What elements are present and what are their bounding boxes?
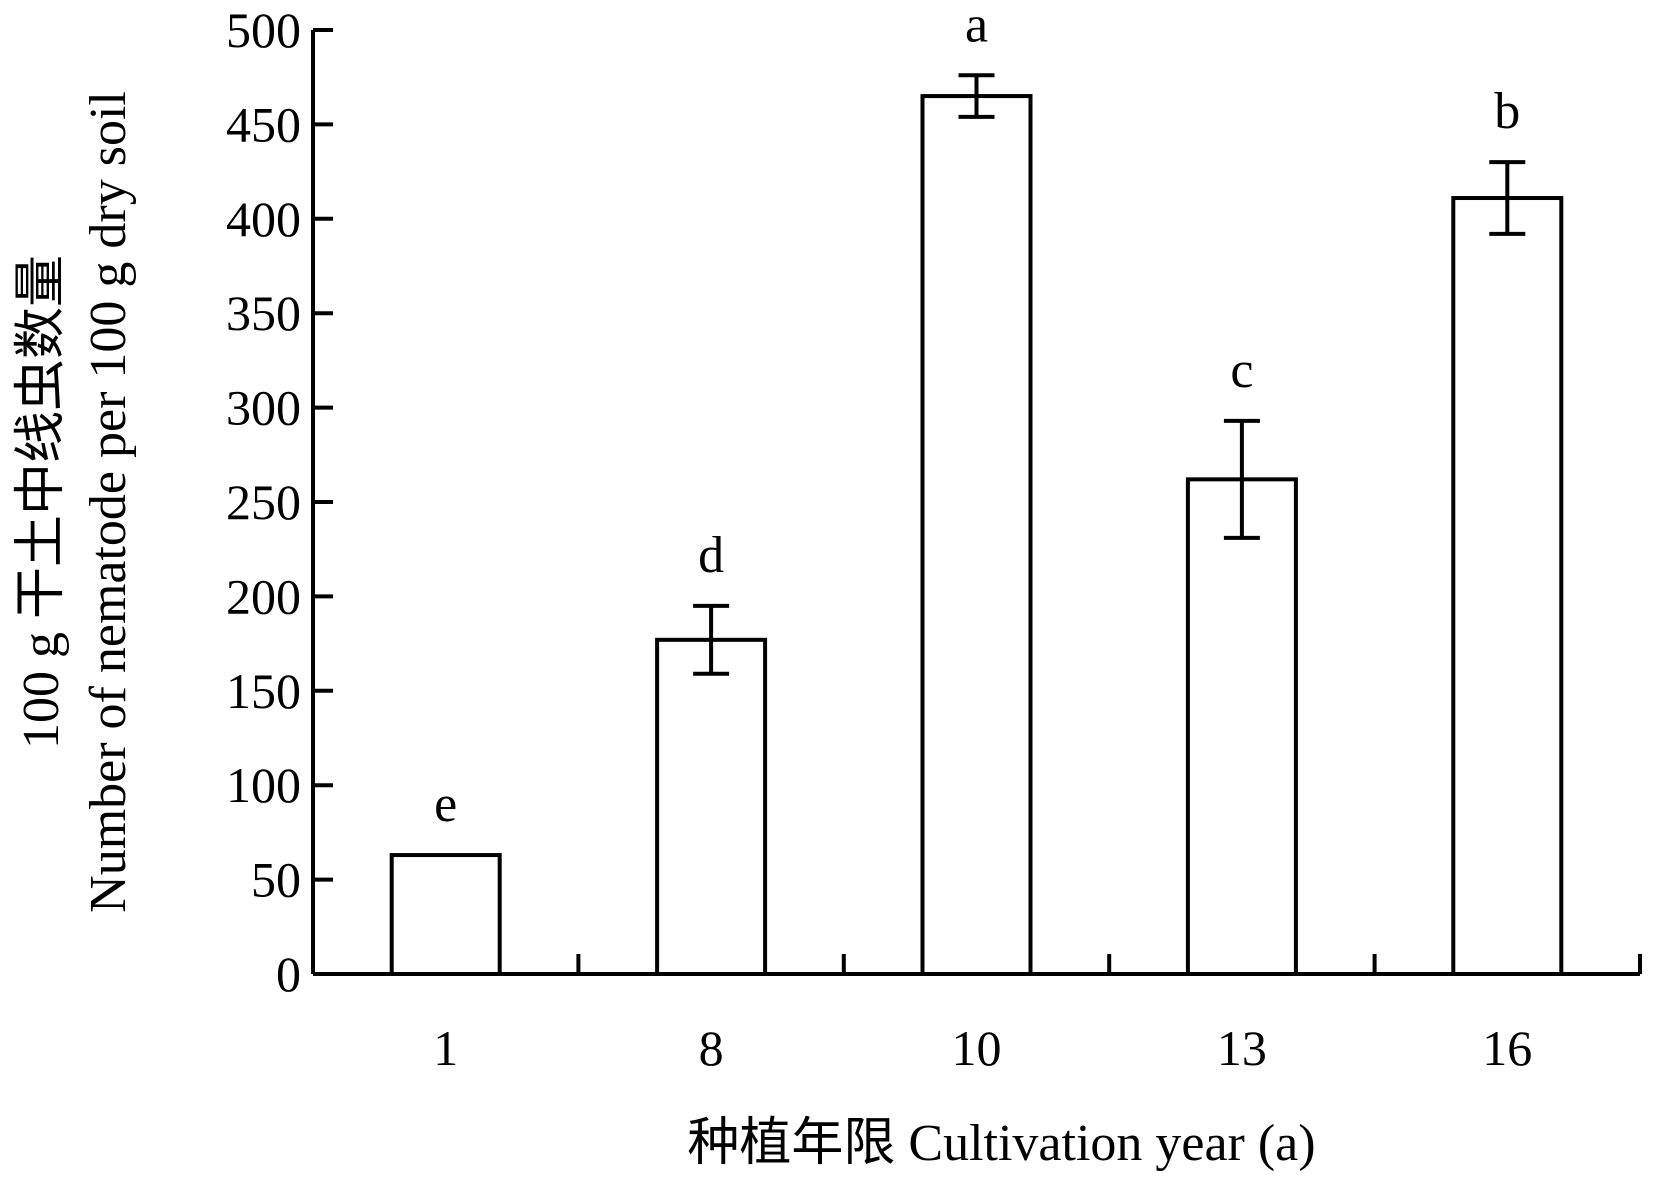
bar [655,637,768,976]
bar [1451,196,1564,977]
x-axis-ticks: 1 8 10 13 16 [433,954,1642,1076]
x-tick-label: 10 [952,1020,1002,1076]
significance-letter: a [965,0,988,53]
significance-letter: e [434,776,457,833]
y-axis-title-chinese: 100 g 干土中线虫数量 [13,255,70,749]
bars [389,94,1564,977]
y-tick-label: 200 [226,568,301,624]
bar [389,853,502,977]
x-tick-label: 1 [433,1020,458,1076]
x-tick-label: 16 [1482,1020,1532,1076]
y-axis-ticks: 0 50 100 150 200 250 300 350 400 450 500 [226,2,333,1002]
y-tick-label: 350 [226,285,301,341]
y-tick-label: 0 [276,946,301,1002]
y-tick-label: 250 [226,474,301,530]
y-tick-label: 400 [226,191,301,247]
y-tick-label: 50 [251,852,301,908]
y-tick-label: 500 [226,2,301,58]
error-bars [693,73,1526,676]
significance-letter: d [698,527,724,584]
x-axis-title: 种植年限 Cultivation year (a) [687,1115,1315,1172]
x-tick-label: 13 [1217,1020,1267,1076]
y-tick-label: 100 [226,757,301,813]
y-tick-label: 150 [226,663,301,719]
significance-letter: b [1494,83,1520,140]
y-tick-label: 450 [226,96,301,152]
x-tick-label: 8 [699,1020,724,1076]
y-axis-title-english: Number of nematode per 100 g dry soil [80,91,137,913]
bar [920,94,1033,976]
bar [1185,477,1298,976]
significance-labels: e d a c b [434,0,1520,833]
y-tick-label: 300 [226,380,301,436]
significance-letter: c [1230,342,1253,399]
